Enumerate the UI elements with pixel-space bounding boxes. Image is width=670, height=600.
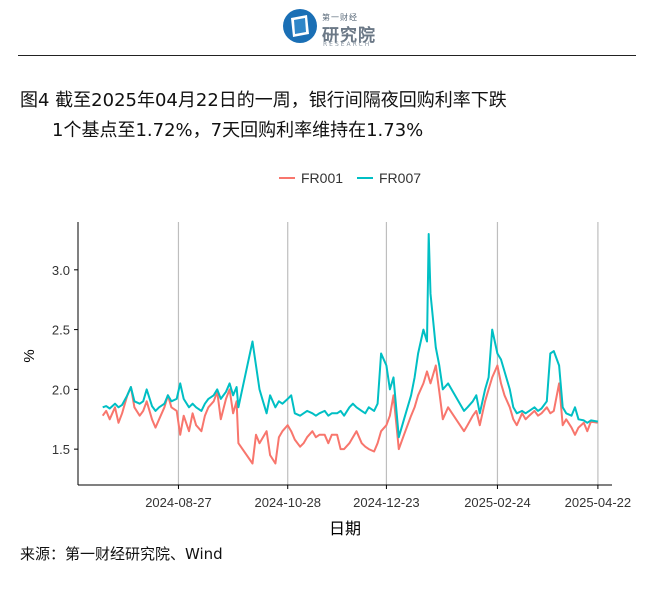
logo: 第一财经 研究院 RESEARCH <box>282 6 392 50</box>
chart-title-line2: 1个基点至1.72%，7天回购利率维持在1.73% <box>52 120 424 141</box>
legend-label-fr007: FR007 <box>379 170 421 186</box>
x-axis-label: 日期 <box>329 520 361 538</box>
gridlines <box>177 222 599 485</box>
chart-title: 图4 截至2025年04月22日的一周，银行间隔夜回购利率下跌 1个基点至1.7… <box>20 86 507 146</box>
y-axis-label: % <box>21 349 38 362</box>
logo-line3: RESEARCH <box>323 41 372 48</box>
legend-label-fr001: FR001 <box>301 170 343 186</box>
x-tick-label-4: 2025-04-22 <box>565 495 632 510</box>
logo-line1: 第一财经 <box>322 13 358 22</box>
y-tick-label-0: 1.5 <box>52 442 70 457</box>
logo-mark-icon <box>283 9 317 43</box>
series-line-fr001 <box>101 364 599 465</box>
x-axis-ticks: 2024-08-27 2024-10-28 2024-12-23 2025-02-24… <box>145 485 631 510</box>
source-note: 来源：第一财经研究院、Wind <box>20 545 223 563</box>
series-line-fr007 <box>102 233 599 439</box>
header-divider <box>18 55 636 56</box>
y-tick-label-2: 2.5 <box>52 323 70 338</box>
chart-title-line1: 图4 截至2025年04月22日的一周，银行间隔夜回购利率下跌 <box>20 90 507 111</box>
x-tick-label-1: 2024-10-28 <box>254 495 321 510</box>
x-tick-label-2: 2024-12-23 <box>353 495 420 510</box>
y-axis-ticks: 1.5 2.0 2.5 3.0 <box>52 263 78 457</box>
chart-series <box>101 233 599 465</box>
y-tick-label-3: 3.0 <box>52 263 70 278</box>
line-chart: FR001 FR007 1.52.02.53.0 2024-08-27 2024-… <box>21 170 631 538</box>
x-tick-label-0: 2024-08-27 <box>145 495 212 510</box>
x-tick-label-3: 2025-02-24 <box>464 495 531 510</box>
logo-line2: 研究院 <box>322 26 376 46</box>
y-tick-label-1: 2.0 <box>52 382 70 397</box>
chart-legend: FR001 FR007 <box>279 170 421 186</box>
